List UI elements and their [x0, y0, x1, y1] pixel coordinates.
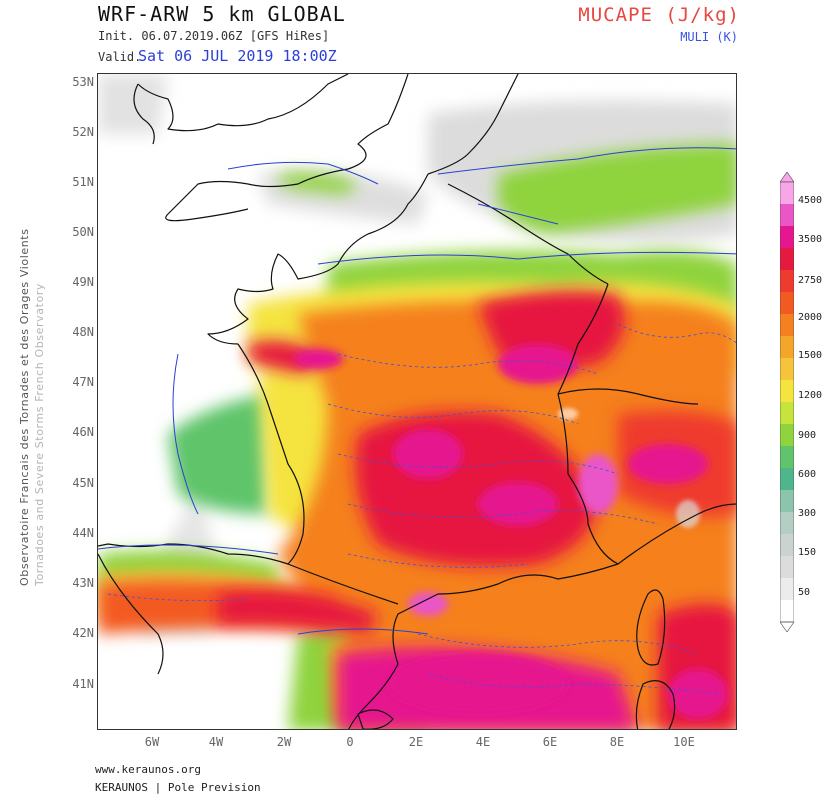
chart-title: WRF-ARW 5 km GLOBAL [98, 2, 346, 26]
lat-label: 41N [72, 677, 94, 691]
lat-label: 47N [72, 375, 94, 389]
colorbar-swatch [780, 556, 794, 579]
lat-label: 52N [72, 125, 94, 139]
valid-time: Sat 06 JUL 2019 18:00Z [138, 47, 337, 65]
colorbar-swatch [780, 490, 794, 513]
colorbar-swatch [780, 204, 794, 227]
lat-label: 48N [72, 325, 94, 339]
high-cape-cores [293, 344, 728, 719]
lat-label: 46N [72, 425, 94, 439]
colorbar-swatch [780, 358, 794, 381]
colorbar-label: 2750 [798, 275, 823, 286]
colorbar-label: 1500 [798, 350, 823, 361]
colorbar-label: 50 [798, 587, 811, 598]
lat-label: 45N [72, 476, 94, 490]
colorbar-swatch [780, 226, 794, 249]
muli-dashed-contours [107, 323, 736, 695]
colorbar-label: 1200 [798, 390, 823, 401]
colorbar-label: 300 [798, 508, 817, 519]
colorbar-label: 2000 [798, 312, 823, 323]
init-time: Init. 06.07.2019.06Z [GFS HiRes] [98, 29, 330, 43]
lon-label: 4E [475, 735, 491, 749]
colorbar-swatch [780, 446, 794, 469]
colorbar-swatch [780, 314, 794, 337]
footer-url: www.keraunos.org [95, 763, 201, 776]
colorbar-swatch [780, 512, 794, 535]
colorbar-label: 900 [798, 430, 817, 441]
colorbar-swatch [780, 248, 794, 271]
lon-label: 0 [346, 735, 354, 749]
lat-label: 51N [72, 175, 94, 189]
colorbar-outline [780, 181, 794, 623]
colorbar-swatch [780, 534, 794, 557]
coastlines [98, 74, 736, 729]
muli-contours [98, 147, 736, 635]
colorbar-label: 150 [798, 547, 817, 558]
lon-label: 2W [276, 735, 292, 749]
parameter-title: MUCAPE (J/kg) [578, 4, 740, 26]
colorbar-swatch [780, 292, 794, 315]
colorbar-swatch [780, 402, 794, 425]
colorbar [780, 172, 794, 632]
colorbar-max-arrow [780, 172, 794, 183]
colorbar-label: 3500 [798, 234, 823, 245]
mucape-map [98, 74, 736, 729]
sidebar-organization-english: Tornadoes and Severe Storms French Obser… [33, 282, 46, 586]
colorbar-min-arrow [780, 621, 794, 632]
lon-label: 8E [609, 735, 625, 749]
lon-label: 6W [144, 735, 160, 749]
sidebar-organization: Observatoire Francais des Tornades et de… [18, 228, 31, 586]
lat-label: 50N [72, 225, 94, 239]
colorbar-swatch [780, 336, 794, 359]
lon-label: 6E [542, 735, 558, 749]
lat-label: 43N [72, 576, 94, 590]
lon-label: 10E [673, 735, 695, 749]
valid-label: Valid. [98, 50, 142, 64]
parameter-subtitle: MULI (K) [680, 30, 738, 44]
lon-label: 2E [408, 735, 424, 749]
lat-label: 49N [72, 275, 94, 289]
footer-brand: KERAUNOS | Pole Prevision [95, 781, 261, 794]
lat-label: 53N [72, 75, 94, 89]
colorbar-swatch [780, 380, 794, 403]
colorbar-swatch [780, 578, 794, 601]
colorbar-swatch [780, 468, 794, 491]
colorbar-swatch [780, 182, 794, 205]
colorbar-swatch [780, 600, 794, 623]
colorbar-swatch [780, 424, 794, 447]
colorbar-label: 600 [798, 469, 817, 480]
colorbar-label: 4500 [798, 195, 823, 206]
colorbar-swatch [780, 270, 794, 293]
lat-label: 42N [72, 626, 94, 640]
map-panel [97, 73, 737, 730]
lat-label: 44N [72, 526, 94, 540]
lon-label: 4W [208, 735, 224, 749]
